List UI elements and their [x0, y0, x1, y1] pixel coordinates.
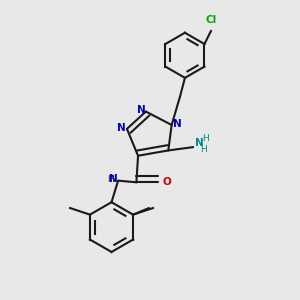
- Text: H: H: [200, 145, 207, 154]
- Text: Cl: Cl: [206, 15, 217, 25]
- Text: N: N: [110, 174, 118, 184]
- Text: N: N: [117, 123, 125, 133]
- Text: N: N: [172, 118, 181, 129]
- Text: N: N: [195, 138, 204, 148]
- Text: N: N: [137, 105, 146, 115]
- Text: O: O: [163, 177, 171, 187]
- Text: H: H: [202, 134, 209, 143]
- Text: H: H: [107, 175, 114, 184]
